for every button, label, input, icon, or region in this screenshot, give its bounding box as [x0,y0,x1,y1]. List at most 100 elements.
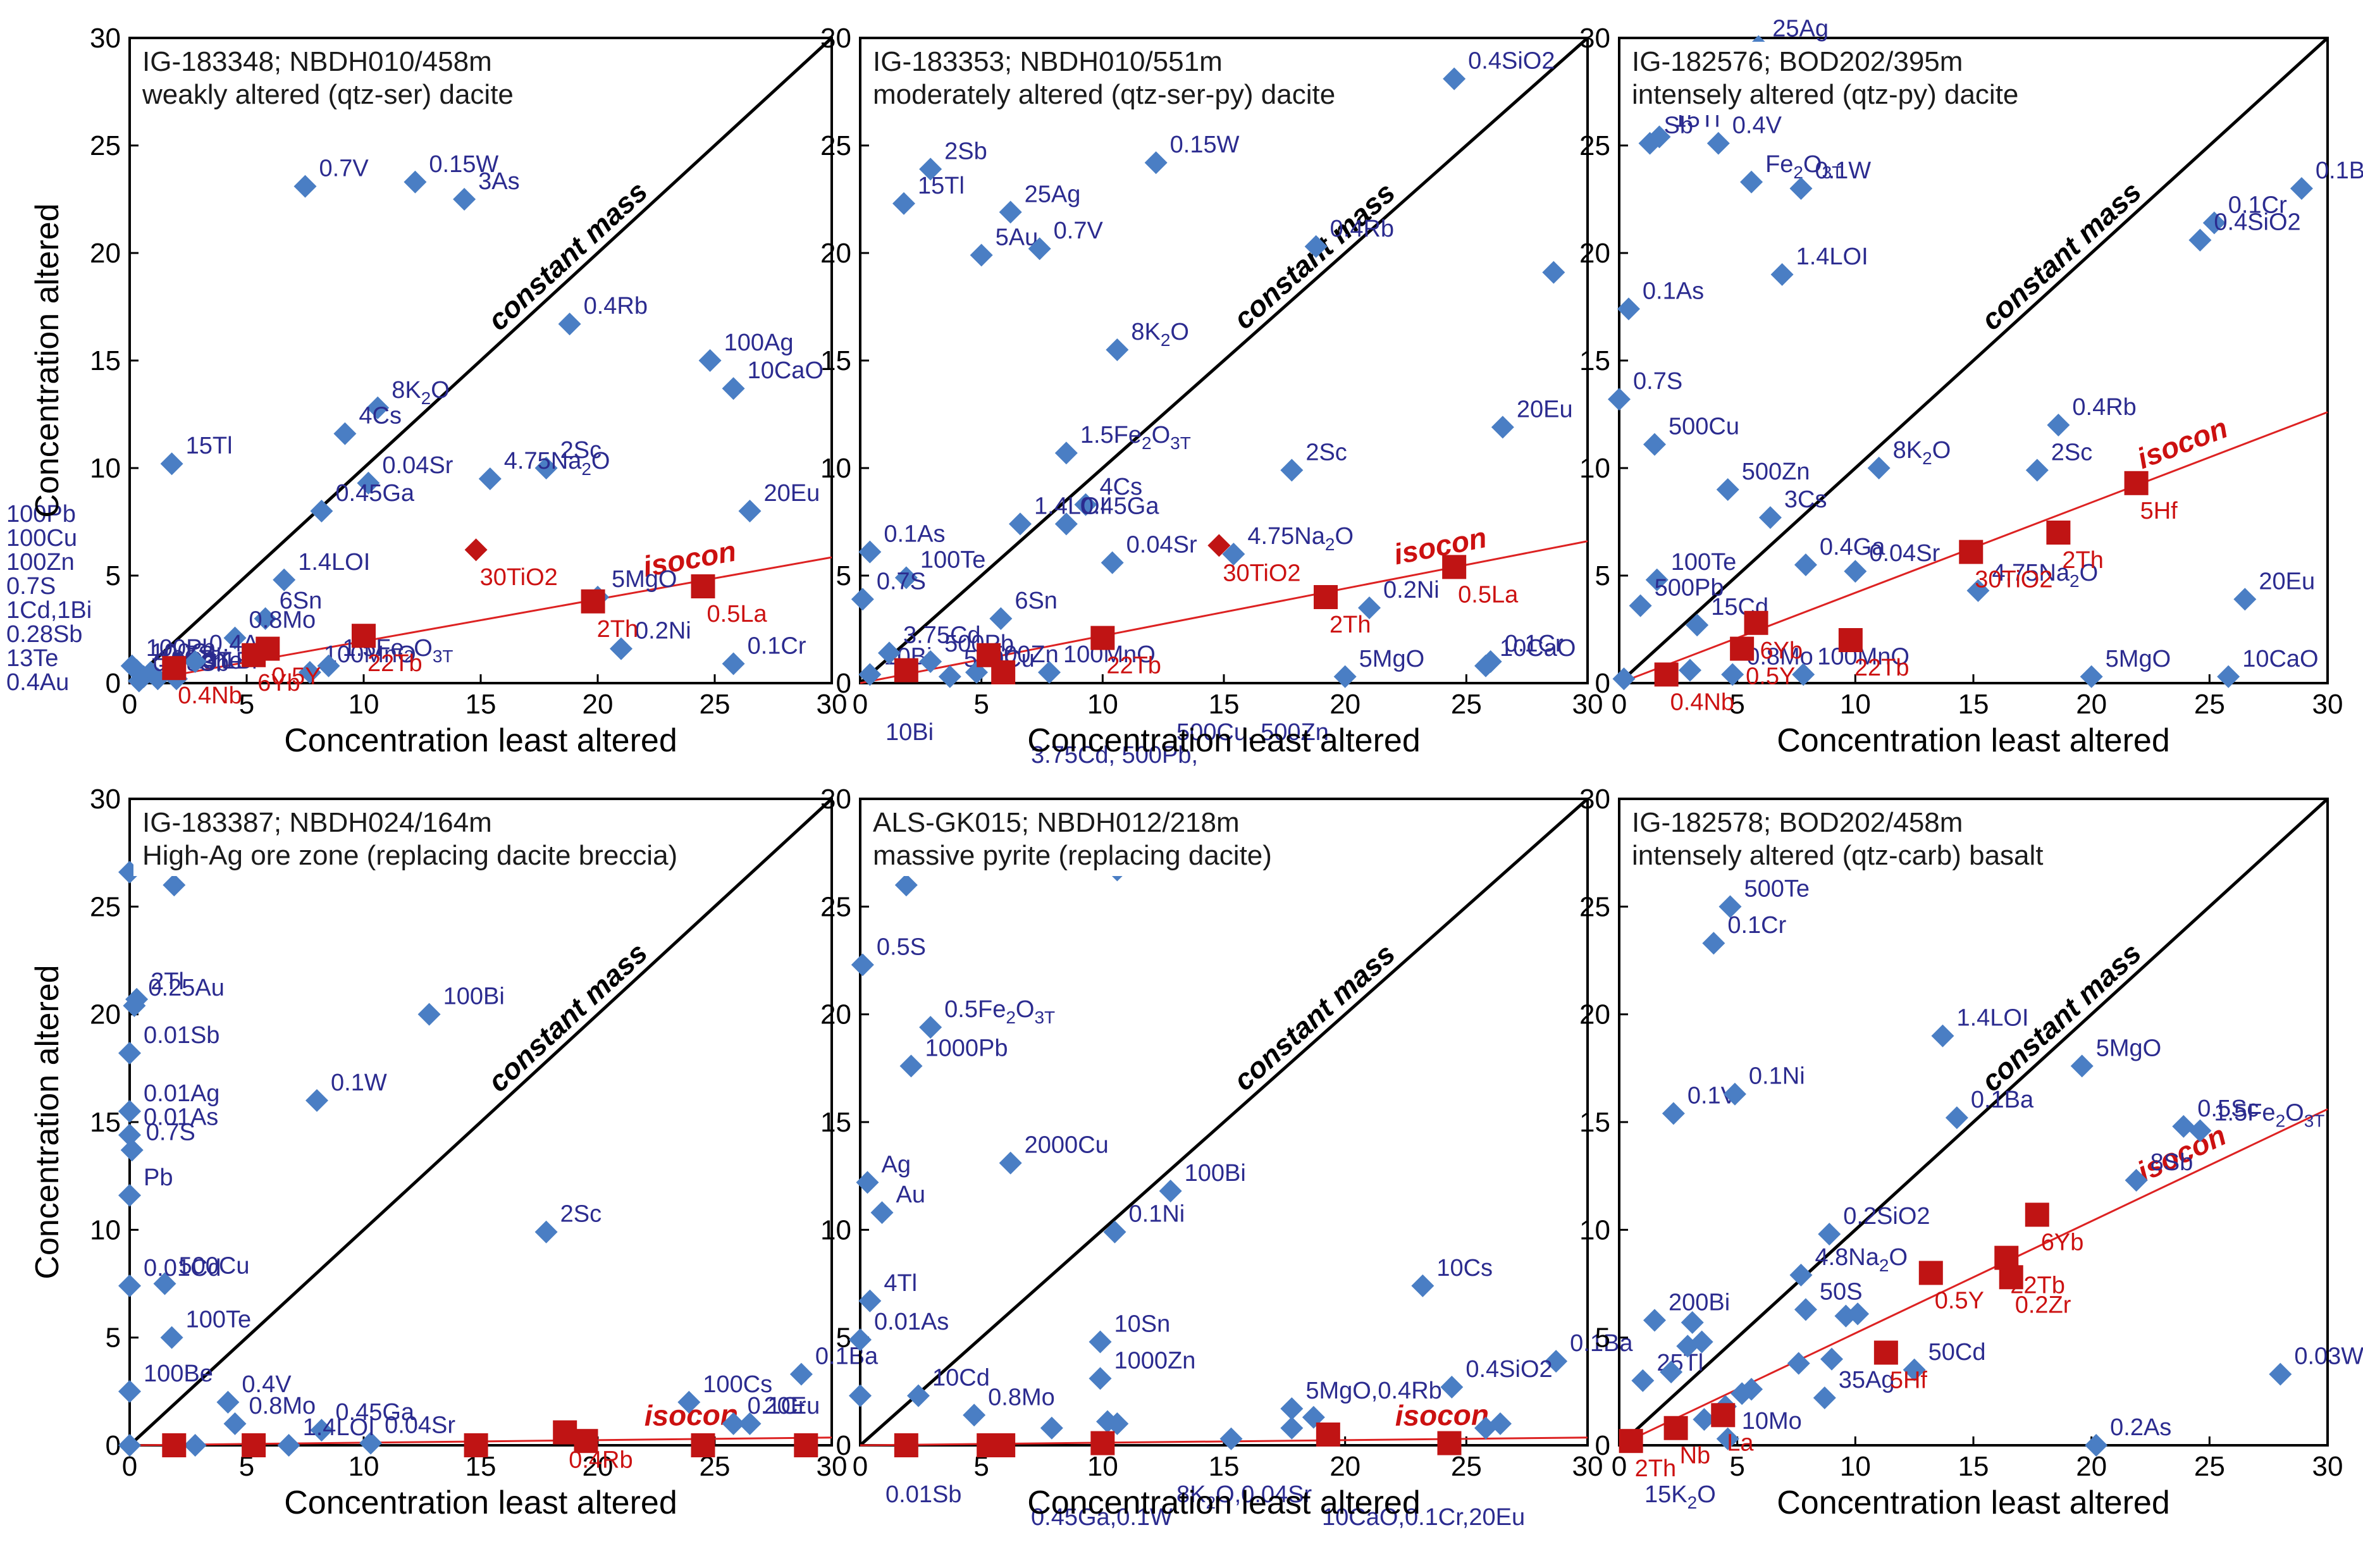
mobile-element-label: 2Sc [560,437,602,464]
y-tick-label: 5 [836,1323,851,1354]
mobile-element-point [1280,459,1304,482]
mobile-element-label: 1.5Fe2O3T [1080,422,1191,453]
y-tick-label: 0 [836,1430,851,1461]
mobile-element-label: 1.4LOI [1956,1005,2028,1032]
mobile-element-point [534,457,558,479]
mobile-element-point [1844,560,1867,583]
y-tick-label: 5 [1595,1323,1610,1354]
x-tick-label: 30 [2312,689,2343,720]
mobile-element-label: 0.01As [874,1309,949,1335]
mobile-element-label: 0.1W [331,1070,387,1096]
mobile-element-point [858,540,882,564]
mobile-element-point [610,637,632,660]
mobile-element-label: 3.75Cd [903,622,981,648]
immobile-element-point [991,660,1016,684]
immobile-element-label: 6Yb [1760,638,1803,664]
x-tick-label: 25 [700,689,731,720]
mobile-element-point [1333,665,1357,688]
mobile-element-point [999,201,1022,224]
mobile-element-label: 8K2O [1131,319,1189,350]
immobile-element-label: 0.5Y [271,664,321,690]
immobile-element-point [1316,1422,1340,1447]
mobile-element-label: 0.15W [429,151,498,178]
mobile-element-point [1009,512,1032,536]
mobile-element-label: 15Tl [918,173,965,199]
mobile-element-label: 15Tl [186,433,233,459]
x-tick-label: 0 [122,689,137,720]
mobile-element-point [160,452,183,476]
mobile-element-label: 0.7V [1054,218,1104,244]
constant-mass-label: constant mass [1975,175,2147,336]
mobile-element-point [359,1431,383,1455]
mobile-element-label: 3As [478,168,519,195]
y-tick-label: 10 [1579,1214,1610,1245]
mobile-element-point [1758,506,1782,529]
x-tick-label: 20 [1330,1451,1360,1482]
mobile-element-point [963,1404,986,1427]
mobile-element-point [1617,297,1640,321]
x-tick-label: 25 [2194,689,2225,720]
mobile-element-point [2070,1054,2094,1078]
x-tick-label: 0 [1612,689,1627,720]
y-tick-label: 15 [820,1107,851,1138]
mobile-element-point [534,1220,558,1244]
y-tick-label: 10 [820,1214,851,1245]
mobile-element-label: 10Cd [932,1365,990,1392]
mobile-element-point [1867,457,1891,479]
x-tick-label: 5 [973,689,989,720]
panel-title-background [1623,803,2167,876]
mobile-element-point [357,471,380,495]
immobile-element-label: 0.2Zr [2015,1292,2071,1318]
mobile-element-label: 0.4V [242,1371,292,1398]
x-tick-label: 25 [1451,689,1482,720]
mobile-element-label: 10CaO [2242,646,2318,672]
mobile-element-point [1542,261,1565,284]
mobile-element-label: 0.5S [877,934,926,960]
mobile-element-label: 2Sc [560,1201,602,1228]
mobile-element-label: 10CaO [1500,635,1576,662]
immobile-element-label: 2Th [1330,612,1371,638]
mobile-element-point [789,1362,813,1386]
mobile-element-point [2269,1362,2292,1386]
immobile-element-point [691,1433,715,1457]
grouped-element-label: 0.01Sb [885,1481,961,1508]
mobile-element-point [722,1412,745,1435]
immobile-element-point [1314,585,1338,609]
constant-mass-label: constant mass [1227,937,1401,1097]
immobile-element-point [1619,1429,1643,1454]
mobile-element-point [1028,237,1051,261]
x-tick-label: 10 [1840,689,1871,720]
immobile-element-point [1442,555,1467,579]
mobile-element-point [851,588,874,611]
mobile-element-point [333,422,357,445]
mobile-element-label: 0.5Sc [2197,1096,2259,1122]
immobile-element-point [2046,521,2071,545]
immobile-element-point [162,656,187,681]
mobile-element-point [1489,1412,1512,1435]
mobile-element-point [118,1183,141,1207]
mobile-element-point [118,1041,141,1065]
panel-title-background [1623,42,2167,115]
immobile-element-label: 5Hf [1890,1367,1928,1394]
y-tick-label: 25 [90,130,121,161]
mobile-element-point [223,1412,247,1435]
y-tick-label: 5 [106,560,121,591]
mobile-element-label: 0.1Ba [1971,1087,2034,1113]
mobile-element-point [277,1434,300,1457]
y-tick-label: 25 [1579,891,1610,922]
immobile-element-point [1090,626,1115,650]
constant-mass-line [128,798,833,1447]
y-tick-label: 25 [820,130,851,161]
mobile-element-label: 0.2Ni [635,618,691,645]
isocon-line [1619,1108,2328,1447]
mobile-element-label: 2Sc [1305,439,1347,466]
x-tick-label: 15 [1209,1451,1240,1482]
mobile-element-label: 0.4Rb [584,293,648,319]
mobile-element-label: 0.2SiO2 [1843,1203,1930,1230]
mobile-element-point [1219,1427,1243,1450]
mobile-element-point [919,157,942,181]
x-tick-label: 15 [1958,689,1989,720]
mobile-element-point [1716,1427,1739,1450]
